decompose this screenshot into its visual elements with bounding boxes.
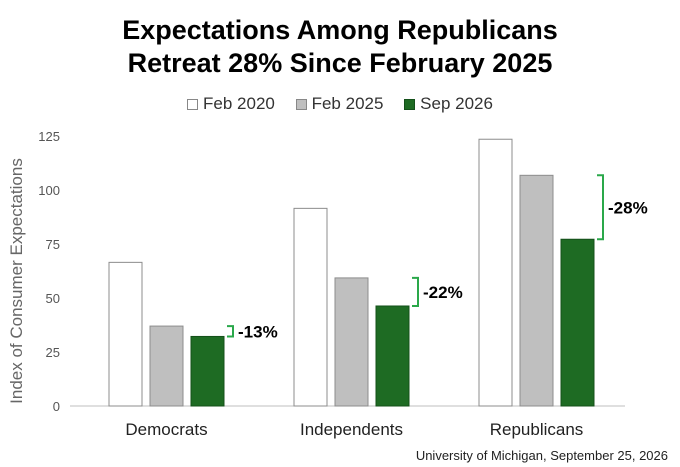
change-bracket (597, 174, 604, 241)
bar-sep-2026-democrats (190, 335, 225, 407)
x-tick-label: Republicans (490, 420, 584, 439)
y-tick-label: 100 (38, 183, 60, 198)
legend-label-feb-2020: Feb 2020 (203, 94, 275, 113)
bar-feb-2025-republicans (519, 174, 554, 407)
legend-item-feb-2020: Feb 2020 (187, 94, 275, 114)
legend-item-sep-2026: Sep 2026 (404, 94, 493, 114)
x-tick-label: Democrats (125, 420, 207, 439)
legend-swatch-feb-2020 (187, 98, 199, 110)
bar-feb-2020-republicans (478, 138, 513, 407)
title-line-2: Retreat 28% Since February 2025 (127, 48, 553, 78)
source-note: University of Michigan, September 25, 20… (415, 448, 668, 463)
chart-title: Expectations Among Republicans Retreat 2… (0, 14, 680, 80)
bar-sep-2026-republicans (560, 238, 595, 407)
legend: Feb 2020 Feb 2025 Sep 2026 (0, 94, 680, 115)
y-tick-label: 75 (46, 237, 60, 252)
y-tick-label: 125 (38, 129, 60, 144)
legend-label-feb-2025: Feb 2025 (311, 94, 384, 113)
bar-feb-2020-independents (293, 207, 328, 407)
legend-swatch-feb-2025 (295, 98, 307, 110)
legend-swatch-sep-2026 (404, 98, 416, 110)
change-label: -22% (423, 283, 463, 302)
y-tick-label: 0 (53, 399, 60, 414)
bar-feb-2025-independents (334, 277, 369, 407)
y-axis-label: Index of Consumer Expectations (7, 158, 26, 404)
x-tick-label: Independents (300, 420, 403, 439)
change-bracket (412, 276, 419, 307)
legend-label-sep-2026: Sep 2026 (420, 94, 493, 113)
bar-sep-2026-independents (375, 305, 410, 407)
bar-feb-2025-democrats (149, 325, 184, 407)
change-label: -13% (238, 322, 278, 341)
y-tick-label: 50 (46, 291, 60, 306)
title-line-1: Expectations Among Republicans (122, 15, 558, 45)
y-tick-label: 25 (46, 345, 60, 360)
change-bracket (227, 325, 234, 338)
change-label: -28% (608, 198, 648, 217)
legend-item-feb-2025: Feb 2025 (295, 94, 384, 114)
bar-feb-2020-democrats (108, 261, 143, 407)
